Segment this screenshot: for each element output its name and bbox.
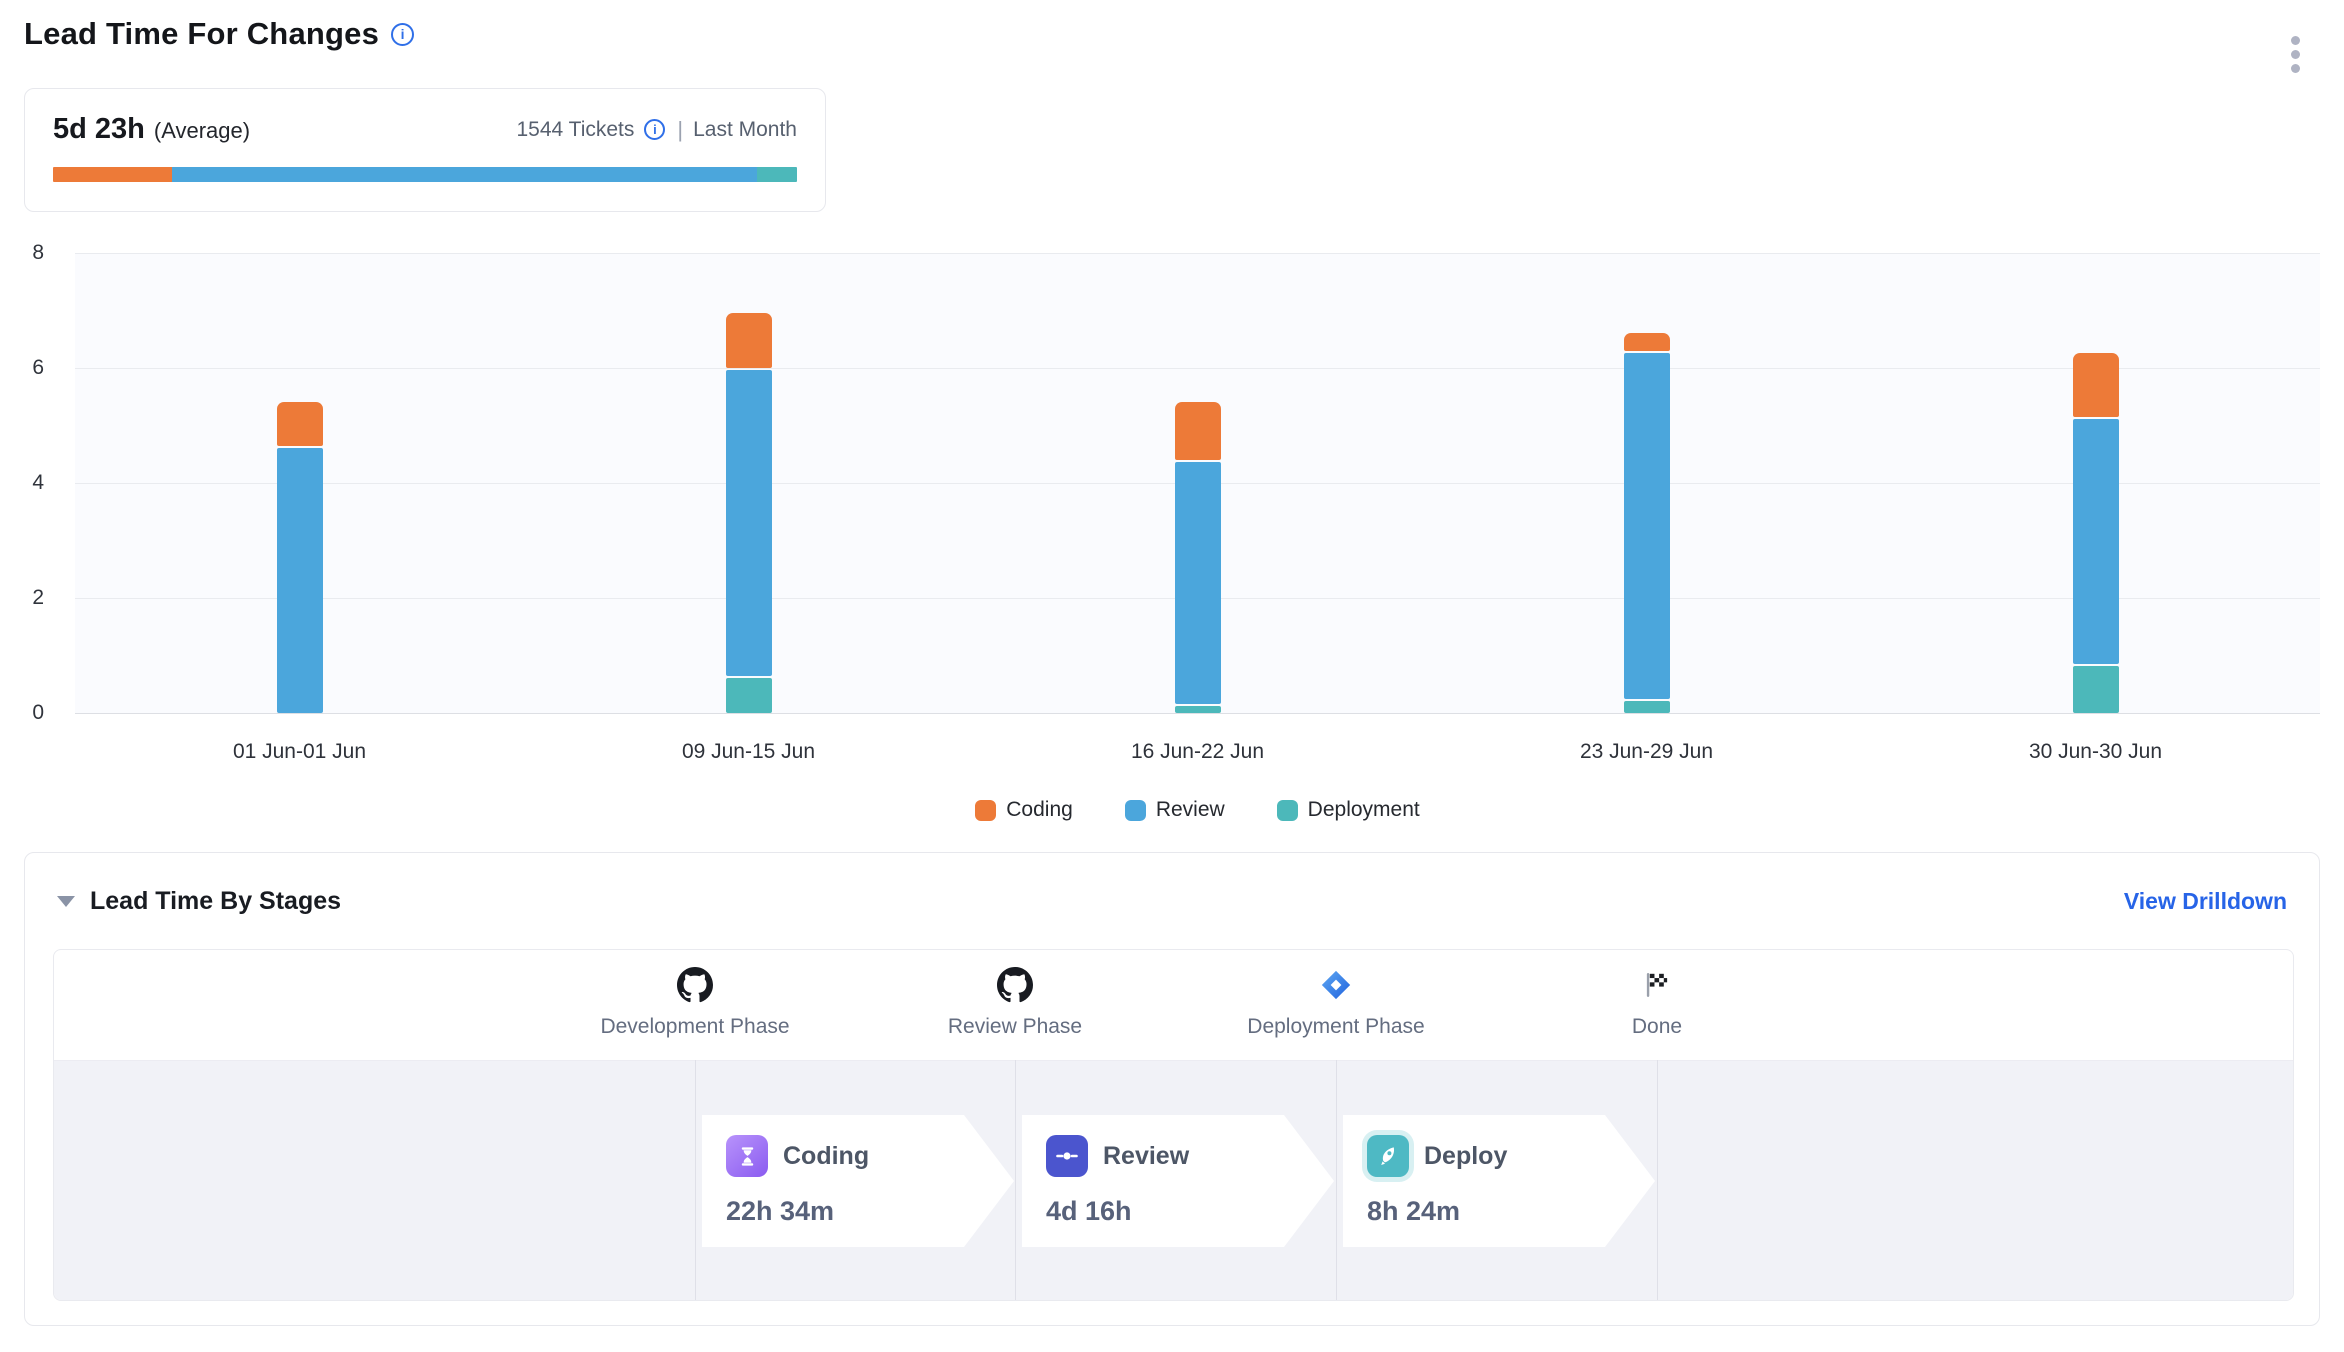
period-label: Last Month [693,117,797,141]
widget-header: Lead Time For Changes i [24,16,415,52]
bars-layer [75,253,2320,713]
legend-swatch [975,799,997,821]
lead-time-by-stages-card: Lead Time By Stages View Drilldown Devel… [24,852,2320,1326]
stacked-bar-01 Jun-01 Jun[interactable] [276,401,323,713]
stage-duration: 4d 16h [1046,1196,1132,1226]
stages-table: Development Phase Review Phase Deploymen… [53,949,2294,1301]
summary-stacked-bar [53,167,797,182]
average-lead-time-value: 5d 23h [53,113,145,145]
y-tick-label: 0 [32,701,44,724]
column-divider [1015,1060,1016,1300]
hourglass-icon [726,1135,768,1177]
stage-chip-deploy[interactable]: Deploy 8h 24m [1343,1115,1655,1247]
x-tick-label: 09 Jun-15 Jun [681,740,816,763]
bar-segment-review[interactable] [276,447,323,713]
x-axis-labels: 01 Jun-01 Jun 09 Jun-15 Jun 16 Jun-22 Jun 2… [75,740,2320,764]
summary-bar-segment-coding [53,167,173,182]
stage-duration: 22h 34m [726,1196,835,1226]
stage-chip-coding[interactable]: Coding 22h 34m [702,1115,1014,1247]
tickets-info-icon[interactable]: i [644,119,666,140]
phase-development: Development Phase [555,950,835,1060]
legend-label: Deployment [1307,798,1420,821]
bar-slot [1871,253,2320,713]
summary-bar-segment-deployment [756,167,797,182]
y-tick-label: 2 [32,586,44,609]
stacked-bar-09 Jun-15 Jun[interactable] [725,312,772,713]
kebab-menu-icon[interactable] [2285,30,2306,79]
stage-duration: 8h 24m [1367,1196,1461,1226]
bar-slot [973,253,1422,713]
legend-swatch [1124,799,1146,821]
bar-segment-deployment[interactable] [1623,700,1670,713]
bar-segment-coding[interactable] [1623,332,1670,351]
x-tick-label: 16 Jun-22 Jun [1130,740,1265,763]
bar-segment-review[interactable] [1623,352,1670,699]
stacked-bar-16 Jun-22 Jun[interactable] [1174,401,1221,713]
plot-area [75,252,2320,714]
chevron-down-icon [57,896,75,907]
phase-done: Done [1517,950,1797,1060]
stacked-bar-30 Jun-30 Jun[interactable] [2072,352,2119,713]
github-icon [997,966,1034,1003]
summary-card: 5d 23h (Average) 1544 Tickets i | Last M… [24,88,826,212]
chart-legend: Coding Review Deployment [75,798,2320,822]
bar-slot [1422,253,1871,713]
separator: | [677,116,684,142]
legend-item-review[interactable]: Review [1124,798,1225,822]
average-label: (Average) [153,118,251,143]
stages-section-title: Lead Time By Stages [90,887,342,915]
bar-segment-coding[interactable] [2072,352,2119,417]
bar-segment-coding[interactable] [1174,401,1221,460]
stage-chip-review[interactable]: Review 4d 16h [1022,1115,1334,1247]
page-title: Lead Time For Changes [24,16,380,51]
x-tick-label: 01 Jun-01 Jun [232,740,367,763]
github-icon [677,966,714,1003]
gridline [75,712,2320,714]
bar-segment-review[interactable] [1174,462,1221,705]
bar-segment-deployment[interactable] [1174,706,1221,713]
legend-item-deployment[interactable]: Deployment [1276,798,1420,822]
y-axis-labels: 0 2 4 6 8 [14,241,58,724]
jira-release-icon [1318,966,1355,1003]
x-tick-label: 23 Jun-29 Jun [1579,740,1714,763]
y-tick-label: 4 [32,471,44,494]
gridline [75,252,2320,254]
tickets-count: 1544 Tickets [516,117,635,141]
y-tick-label: 8 [32,241,44,264]
stacked-bar-23 Jun-29 Jun[interactable] [1623,332,1670,713]
rocket-icon [1367,1135,1409,1177]
legend-swatch [1276,799,1298,821]
bar-slot [524,253,973,713]
legend-item-coding[interactable]: Coding [975,798,1073,822]
legend-label: Review [1155,798,1225,821]
finish-flag-icon [1639,966,1676,1003]
x-tick-label: 30 Jun-30 Jun [2028,740,2163,763]
view-drilldown-link[interactable]: View Drilldown [2123,888,2287,914]
y-tick-label: 6 [32,356,44,379]
bar-segment-deployment[interactable] [2072,666,2119,713]
git-commit-icon [1046,1135,1088,1177]
phase-deployment: Deployment Phase [1196,950,1476,1060]
stages-collapse-toggle[interactable]: Lead Time By Stages [57,887,341,916]
bar-segment-deployment[interactable] [725,677,772,713]
bar-segment-coding[interactable] [725,312,772,368]
bar-segment-review[interactable] [725,370,772,676]
bar-segment-coding[interactable] [276,401,323,446]
gridline [75,367,2320,369]
column-divider [695,1060,696,1300]
phase-review: Review Phase [875,950,1155,1060]
bar-segment-review[interactable] [2072,418,2119,665]
summary-bar-segment-review [172,167,757,182]
column-divider [1336,1060,1337,1300]
title-info-icon[interactable]: i [391,22,415,46]
legend-label: Coding [1006,798,1073,821]
bar-slot [75,253,524,713]
column-divider [1657,1060,1658,1300]
